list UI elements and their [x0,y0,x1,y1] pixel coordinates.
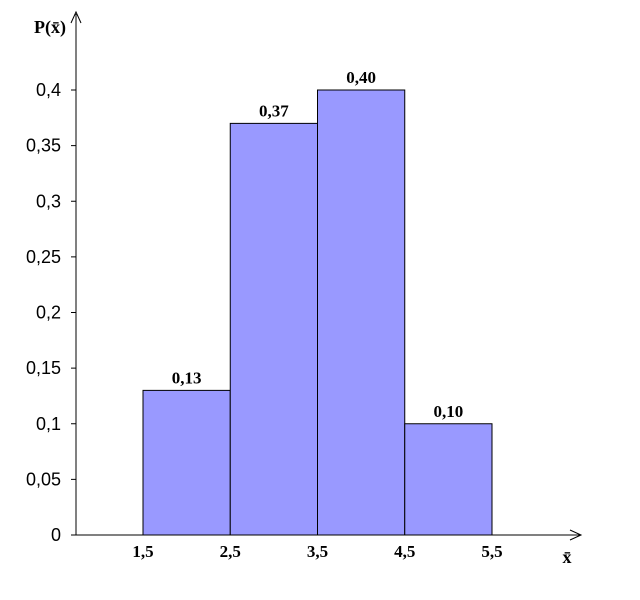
data-label-4: 0,10 [434,402,464,421]
y-tick-label-7: 0,35 [26,136,61,156]
x-tick-label-4: 5,5 [481,542,502,561]
y-tick-label-0: 0 [51,525,61,545]
y-ticks-group: 0 0,05 0,1 0,15 0,2 0,25 0,3 0,35 0,4 [26,80,76,545]
axes-group [70,10,583,541]
x-tick-label-1: 2,5 [220,542,241,561]
bar-2 [229,122,318,536]
x-axis-label: x̄ [563,547,572,567]
x-axis-arrow [569,529,583,541]
y-tick-label-4: 0,2 [36,303,61,323]
data-labels-group: 0,13 0,37 0,40 0,10 [172,68,464,421]
y-tick-label-2: 0,1 [36,414,61,434]
x-tick-label-3: 4,5 [394,542,415,561]
y-axis-arrow [70,10,82,24]
data-label-3: 0,40 [346,68,376,87]
bar-1 [142,389,231,536]
y-tick-label-6: 0,3 [36,191,61,211]
x-ticks-group: 1,5 2,5 3,5 4,5 5,5 [132,542,502,561]
data-label-2: 0,37 [259,101,289,120]
bars-group [142,89,493,536]
x-tick-label-0: 1,5 [132,542,153,561]
bar-3 [317,89,406,536]
bar-4 [404,423,493,536]
y-tick-label-8: 0,4 [36,80,61,100]
data-label-1: 0,13 [172,368,202,387]
x-tick-label-2: 3,5 [307,542,328,561]
y-tick-label-5: 0,25 [26,247,61,267]
y-tick-label-1: 0,05 [26,469,61,489]
y-axis-label: P(x̄) [34,17,66,38]
y-tick-label-3: 0,15 [26,358,61,378]
